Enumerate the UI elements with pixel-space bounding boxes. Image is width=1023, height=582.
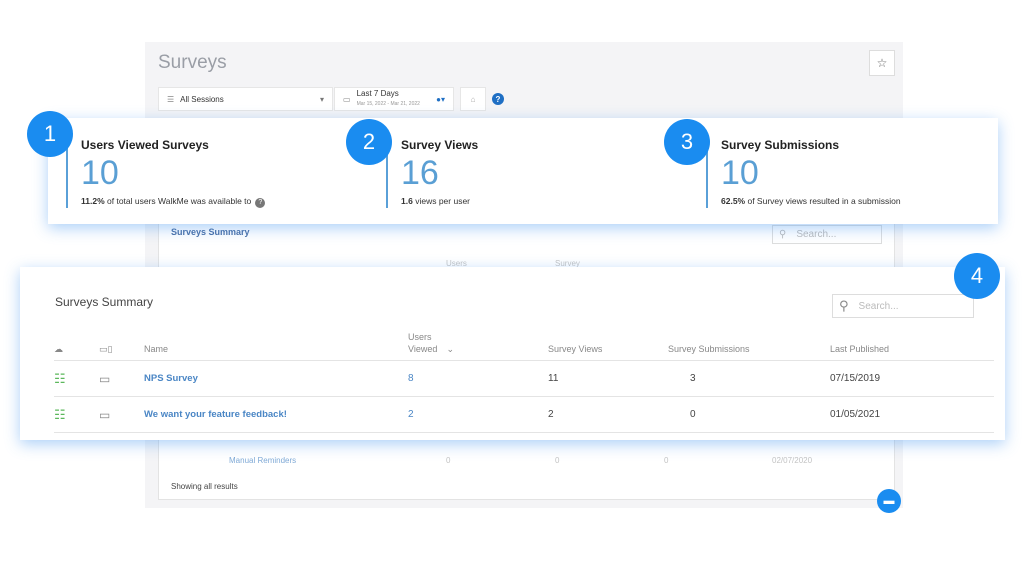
search-input[interactable]: ⚲ Search... (832, 294, 974, 318)
tag-icon[interactable]: ⌂ (460, 87, 486, 111)
bg-row-users: 0 (446, 456, 451, 465)
search-placeholder: Search... (796, 229, 837, 240)
search-icon: ⚲ (839, 298, 849, 313)
cloud-icon: ☁ (54, 331, 99, 361)
devices-icon: ▭▯ (99, 331, 144, 361)
bg-row-name: Manual Reminders (229, 456, 297, 465)
surveys-table: ☁ ▭▯ Name Users Viewed ⌄ Survey Views Su… (54, 331, 994, 433)
help-icon[interactable]: ? (492, 93, 504, 105)
callout-badge-2: 2 (346, 119, 392, 165)
survey-name-link[interactable]: We want your feature feedback! (144, 396, 408, 433)
stat-value: 10 (721, 154, 759, 192)
stat-sub: of total users WalkMe was available to (107, 196, 252, 206)
stat-title: Survey Views (401, 138, 479, 152)
col-users-viewed[interactable]: Users Viewed ⌄ (408, 331, 548, 361)
stat-survey-submissions: Survey Submissions 10 62.5% of Survey vi… (706, 136, 901, 208)
survey-icon: ☷ (54, 396, 99, 433)
info-icon: ●▾ (436, 94, 445, 104)
bg-row-views: 0 (555, 456, 560, 465)
stat-value: 10 (81, 154, 119, 192)
survey-submissions: 3 (668, 360, 830, 397)
desktop-icon: ▭ (99, 360, 144, 397)
search-placeholder: Search... (858, 300, 899, 312)
background-search: ⚲ Search... (772, 225, 882, 244)
users-viewed-link[interactable]: 8 (408, 360, 548, 397)
stat-sub-bold: 62.5% (721, 196, 746, 206)
col-last-published[interactable]: Last Published (830, 331, 994, 361)
background-summary-title: Surveys Summary (171, 227, 250, 237)
survey-name-link[interactable]: NPS Survey (144, 360, 408, 397)
bg-row-subs: 0 (664, 456, 669, 465)
users-viewed-link[interactable]: 2 (408, 396, 548, 433)
col-name[interactable]: Name (144, 331, 408, 361)
showing-all-results: Showing all results (171, 482, 238, 491)
table-row[interactable]: ☷ ▭ NPS Survey 8 11 3 07/15/2019 (54, 360, 994, 397)
last-published: 07/15/2019 (830, 360, 994, 397)
search-icon: ⚲ (779, 229, 787, 240)
survey-views: 11 (548, 360, 668, 397)
stat-value: 16 (401, 154, 439, 192)
sort-chevron-icon: ⌄ (446, 344, 455, 354)
sessions-filter[interactable]: ☰ All Sessions ▾ (158, 87, 333, 111)
table-row[interactable]: ☷ ▭ We want your feature feedback! 2 2 0… (54, 396, 994, 433)
stat-sub: views per user (415, 196, 471, 206)
stat-survey-views: Survey Views 16 1.6 views per user (386, 136, 478, 208)
survey-views: 2 (548, 396, 668, 433)
col-users-viewed-label: Users Viewed (408, 332, 438, 354)
surveys-summary-card: Surveys Summary ⚲ Search... ☁ ▭▯ Name Use… (20, 267, 1005, 440)
survey-icon: ☷ (54, 360, 99, 397)
col-survey-views[interactable]: Survey Views (548, 331, 668, 361)
page-title: Surveys (158, 52, 227, 73)
stat-users-viewed: Users Viewed Surveys 10 11.2% of total u… (66, 136, 266, 208)
col-survey-submissions[interactable]: Survey Submissions (668, 331, 830, 361)
callout-badge-1: 1 (27, 111, 73, 157)
desktop-icon: ▭ (99, 396, 144, 433)
summary-title: Surveys Summary (55, 295, 154, 309)
date-label: Last 7 Days (356, 89, 399, 98)
date-range: Mar 15, 2022 - Mar 21, 2022 (356, 101, 420, 107)
stat-title: Users Viewed Surveys (81, 138, 209, 152)
date-filter[interactable]: ▭ Last 7 Days Mar 15, 2022 - Mar 21, 2022… (334, 87, 454, 111)
survey-submissions: 0 (668, 396, 830, 433)
filter-icon: ☰ (167, 94, 175, 104)
help-icon[interactable]: ? (255, 198, 266, 208)
stat-sub: of Survey views resulted in a submission (747, 196, 901, 206)
stat-title: Survey Submissions (721, 138, 840, 152)
stat-sub-bold: 1.6 (401, 196, 413, 206)
stat-sub-bold: 11.2% (81, 196, 105, 206)
sessions-label: All Sessions (180, 94, 224, 104)
bg-col-users: Users (446, 259, 467, 268)
calendar-icon: ▭ (343, 94, 351, 104)
bg-col-survey: Survey (555, 259, 580, 268)
bg-row-date: 02/07/2020 (772, 456, 813, 465)
last-published: 01/05/2021 (830, 396, 994, 433)
stats-card: Users Viewed Surveys 10 11.2% of total u… (48, 118, 998, 224)
callout-badge-4: 4 (954, 253, 1000, 299)
chevron-down-icon: ▾ (319, 94, 324, 104)
favorite-star-icon[interactable]: ☆ (869, 50, 895, 76)
callout-badge-3: 3 (664, 119, 710, 165)
chat-icon[interactable]: ▬ (877, 489, 901, 513)
